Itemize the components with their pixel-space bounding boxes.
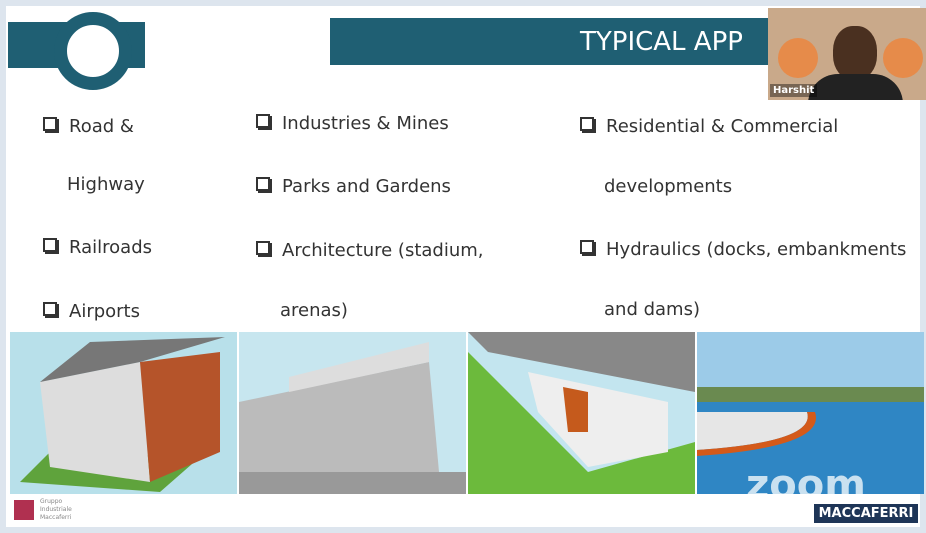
checkbox-icon <box>580 240 594 254</box>
bullet-text: Hydraulics (docks, embankments <box>606 239 906 260</box>
bullet-text: Railroads <box>69 237 152 258</box>
checkbox-icon <box>580 117 594 131</box>
bullet-text: arenas) <box>280 300 348 321</box>
bullet-item: Road & <box>43 116 134 137</box>
illustration-road <box>10 332 237 494</box>
bullet-text: Airports <box>69 301 140 322</box>
background-object <box>883 38 923 78</box>
bullet-item: Parks and Gardens <box>256 176 451 197</box>
checkbox-icon <box>43 117 57 131</box>
bullet-item: Hydraulics (docks, embankments <box>580 239 906 260</box>
bullet-continuation: Highway <box>67 174 145 195</box>
logo-icon <box>14 500 34 520</box>
logo-text: Gruppo Industriale Maccaferri <box>40 498 84 522</box>
checkbox-icon <box>256 241 270 255</box>
checkbox-icon <box>256 114 270 128</box>
bullet-continuation: and dams) <box>604 299 700 320</box>
bullet-text: Road & <box>69 116 134 137</box>
bullet-text: Residential & Commercial <box>606 116 838 137</box>
bullet-text: Architecture (stadium, <box>282 240 484 261</box>
bullet-text: Industries & Mines <box>282 113 449 134</box>
background-object <box>778 38 818 78</box>
zoom-watermark: zoom <box>746 462 866 508</box>
person-body <box>808 74 903 100</box>
checkbox-icon <box>43 238 57 252</box>
bullet-item: Airports <box>43 301 140 322</box>
bullet-item: Industries & Mines <box>256 113 449 134</box>
bullet-text: developments <box>604 176 732 197</box>
bullet-text: Parks and Gardens <box>282 176 451 197</box>
bullet-text: Highway <box>67 174 145 195</box>
bullet-item: Railroads <box>43 237 152 258</box>
checkbox-icon <box>43 302 57 316</box>
person-head <box>833 26 877 80</box>
bullet-text: and dams) <box>604 299 700 320</box>
title-bar: TYPICAL APP <box>330 18 770 65</box>
bullet-continuation: arenas) <box>280 300 348 321</box>
ring-icon <box>54 12 132 90</box>
slide-title: TYPICAL APP <box>580 27 743 57</box>
illustration-stadium <box>239 332 466 494</box>
illustration-embankment <box>468 332 695 494</box>
webcam-tile[interactable]: Harshit <box>768 8 926 100</box>
bullet-continuation: developments <box>604 176 732 197</box>
screen: TYPICAL APP Road & Highway Railroads Airpor… <box>0 0 926 533</box>
checkbox-icon <box>256 177 270 191</box>
bullet-item: Residential & Commercial <box>580 116 838 137</box>
bullet-item: Architecture (stadium, <box>256 240 484 261</box>
participant-name: Harshit <box>770 84 817 97</box>
